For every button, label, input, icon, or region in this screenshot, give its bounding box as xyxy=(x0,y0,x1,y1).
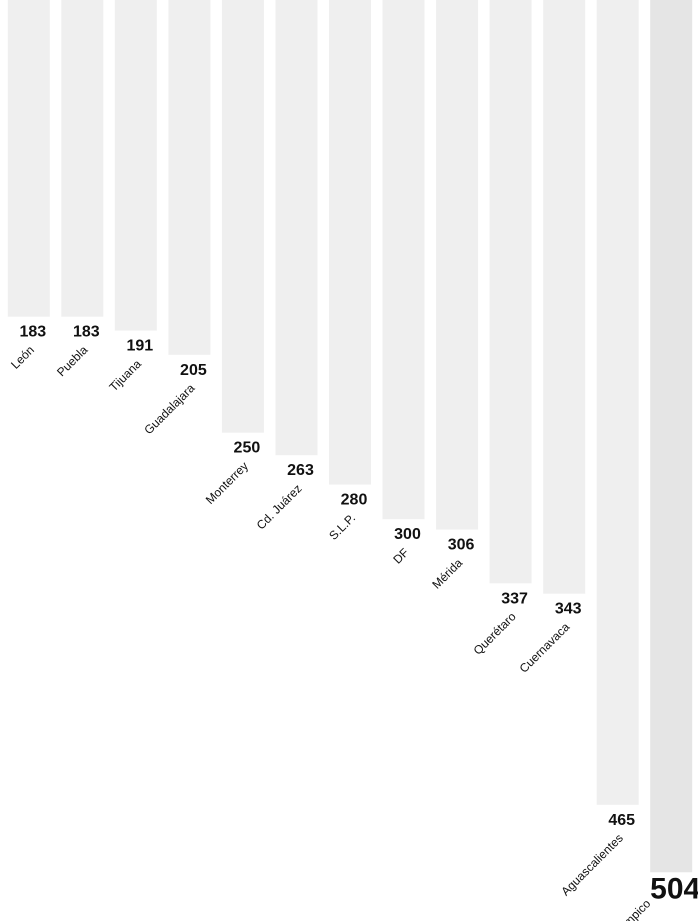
category-label-quer-taro: Querétaro xyxy=(471,609,519,657)
bar-m-rida xyxy=(436,0,479,530)
value-label-tampico: 504 xyxy=(650,872,698,905)
category-label-tijuana: Tijuana xyxy=(106,357,144,395)
bar-s-l-p- xyxy=(329,0,371,485)
value-label-guadalajara: 205 xyxy=(180,362,207,379)
bar-monterrey xyxy=(221,0,264,433)
value-label-cuernavaca: 343 xyxy=(555,601,582,618)
category-label-puebla: Puebla xyxy=(54,343,91,380)
bar-quer-taro xyxy=(489,0,532,584)
category-label-le-n: León xyxy=(8,343,37,372)
bar-aguascalientes xyxy=(596,0,639,805)
bar-cd-ju-rez xyxy=(275,0,318,456)
bar-tijuana xyxy=(114,0,157,331)
category-label-guadalajara: Guadalajara xyxy=(141,381,197,437)
value-label-quer-taro: 337 xyxy=(501,590,528,607)
category-label-cuernavaca: Cuernavaca xyxy=(517,620,573,676)
value-label-le-n: 183 xyxy=(19,324,46,341)
bar-df xyxy=(382,0,425,520)
category-label-df: DF xyxy=(390,545,411,566)
category-label-tampico: Tampico xyxy=(612,896,654,921)
bar-cuernavaca xyxy=(543,0,586,594)
bar-le-n xyxy=(7,0,50,317)
bar-tampico xyxy=(650,0,693,873)
value-label-monterrey: 250 xyxy=(234,440,261,457)
category-label-m-rida: Mérida xyxy=(429,556,465,592)
value-label-tijuana: 191 xyxy=(126,338,153,355)
category-label-cd-ju-rez: Cd. Juárez xyxy=(254,481,305,532)
bar-guadalajara xyxy=(168,0,211,355)
category-label-monterrey: Monterrey xyxy=(203,459,251,507)
value-label-df: 300 xyxy=(394,526,421,543)
value-label-s-l-p-: 280 xyxy=(341,492,368,509)
value-label-m-rida: 306 xyxy=(448,537,475,554)
value-label-puebla: 183 xyxy=(73,324,100,341)
bars-layer xyxy=(7,0,693,873)
value-label-aguascalientes: 465 xyxy=(608,812,635,829)
category-label-aguascalientes: Aguascalientes xyxy=(558,831,625,898)
value-label-cd-ju-rez: 263 xyxy=(287,462,314,479)
bar-puebla xyxy=(61,0,104,317)
category-label-s-l-p-: S.L.P. xyxy=(326,511,358,543)
